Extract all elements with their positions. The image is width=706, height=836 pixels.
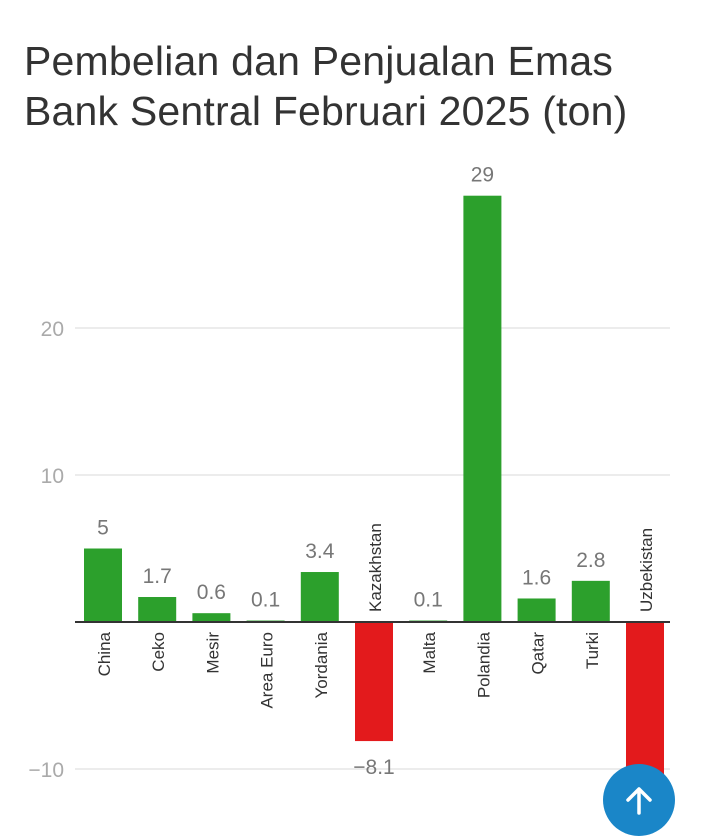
category-label: Turki [583,632,602,669]
chart-title-line2: Bank Sentral Februari 2025 (ton) [24,88,628,134]
y-tick-label: −10 [28,759,64,782]
value-label: 2.8 [576,549,605,572]
value-label: 3.4 [305,540,335,563]
value-label: 1.6 [522,566,551,589]
value-label: −8.1 [353,756,394,779]
value-label: 29 [471,164,494,187]
category-label: Malta [420,631,439,673]
bar-qatar[interactable] [517,598,556,622]
bar-yordania[interactable] [300,572,339,622]
bar-turki[interactable] [571,580,610,622]
value-label: 1.7 [143,565,172,588]
category-label: Ceko [149,632,168,672]
bar-china[interactable] [84,548,122,623]
y-tick-label: 20 [41,318,64,341]
category-label: Mesir [203,632,222,674]
category-label: Polandia [474,631,493,698]
value-label: 5 [97,517,109,540]
chart-title-line1: Pembelian dan Penjualan Emas [24,38,614,84]
value-label: 0.1 [414,589,443,612]
category-label: Kazakhstan [366,523,385,612]
value-label: 0.1 [251,589,280,612]
category-label: Qatar [529,632,548,675]
arrow-up-icon [626,787,652,815]
bar-ceko[interactable] [138,597,177,622]
bar-kazakhstan[interactable] [355,622,393,742]
category-label: Uzbekistan [637,528,656,612]
category-label: Yordania [312,631,331,698]
category-label: China [95,631,114,676]
value-label: 0.6 [197,581,226,604]
category-label: Area Euro [258,632,277,709]
bar-polandia[interactable] [463,195,502,622]
bar-mesir[interactable] [192,613,231,622]
scroll-to-top-button[interactable] [603,764,675,836]
y-tick-label: 10 [41,465,64,488]
chart-title: Pembelian dan Penjualan Emas Bank Sentra… [24,36,694,136]
